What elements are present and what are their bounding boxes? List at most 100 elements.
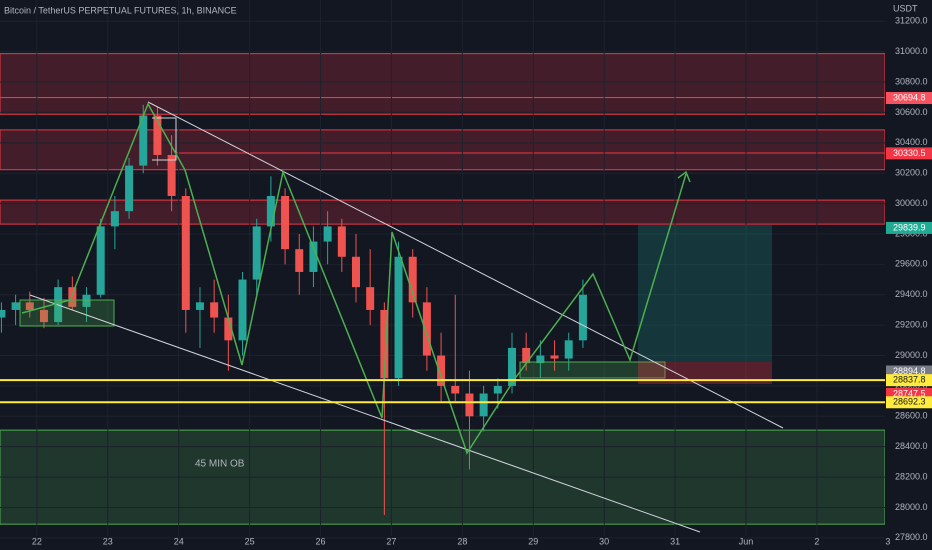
x-tick-label: 30 — [599, 536, 609, 546]
x-tick-label: 2 — [814, 536, 819, 546]
candle-body — [195, 302, 204, 310]
candle-body — [564, 340, 573, 359]
candle-body — [82, 294, 91, 307]
y-tick-label: 31200.0 — [895, 16, 928, 26]
y-tick-label: 31000.0 — [895, 46, 928, 56]
candle-body — [153, 115, 162, 155]
x-tick-label: 31 — [670, 536, 680, 546]
price-label-bg — [886, 147, 932, 160]
price-label: 29839.9 — [893, 222, 926, 232]
zigzag — [21, 102, 687, 455]
candle-body — [351, 256, 360, 288]
price-label: 28894.8 — [893, 366, 926, 376]
x-tick-label: 25 — [245, 536, 255, 546]
candle-body — [68, 287, 77, 307]
trendline — [147, 101, 784, 429]
candle-body — [479, 393, 488, 417]
candle-body — [181, 195, 190, 310]
annotation: 45 MIN OB — [195, 459, 245, 470]
chart-title: Bitcoin / TetherUS PERPETUAL FUTURES, 1h… — [4, 5, 237, 15]
candle-body — [394, 256, 403, 379]
x-tick-label: 27 — [386, 536, 396, 546]
y-tick-label: 28400.0 — [895, 441, 928, 451]
candle-body — [550, 355, 559, 359]
candle-body — [252, 226, 261, 280]
y-tick-label: 28200.0 — [895, 471, 928, 481]
arrow-head — [677, 170, 691, 183]
levels — [0, 379, 885, 404]
x-tick-label: 3 — [885, 536, 890, 546]
candle-body — [238, 279, 247, 341]
candle-body — [493, 385, 502, 394]
x-tick-label: 22 — [32, 536, 42, 546]
x-tick-label: 24 — [174, 536, 184, 546]
price-label: 30330.5 — [893, 148, 926, 158]
price-label: 30694.8 — [893, 92, 926, 102]
candle-body — [110, 211, 119, 227]
x-tick-label: 26 — [316, 536, 326, 546]
y-tick-label: 30400.0 — [895, 137, 928, 147]
candle-body — [451, 385, 460, 394]
y-tick-label: 29000.0 — [895, 350, 928, 360]
zone — [0, 53, 886, 99]
candle-body — [309, 241, 318, 272]
candle-body — [408, 256, 417, 303]
candle-body — [96, 226, 105, 295]
long-target — [638, 225, 772, 362]
candle-body — [295, 249, 304, 272]
long-stop — [638, 362, 772, 384]
x-tick-label: Jun — [739, 536, 754, 546]
axis-unit: USDT — [893, 3, 918, 13]
y-tick-label: 27800.0 — [895, 532, 928, 542]
y-tick-label: 30600.0 — [895, 107, 928, 117]
y-tick-label: 28600.0 — [895, 411, 928, 421]
candle-body — [11, 302, 20, 310]
small-zone — [19, 299, 115, 327]
candle-body — [522, 347, 531, 364]
small-zone — [519, 361, 666, 379]
price-label: 28837.8 — [893, 375, 926, 385]
candle-body — [39, 309, 48, 323]
price-label-bg — [886, 221, 932, 234]
y-tick-label: 28000.0 — [895, 502, 928, 512]
candle-body — [139, 115, 148, 166]
zone — [0, 129, 886, 171]
x-tick-label: 28 — [457, 536, 467, 546]
y-tick-label: 29400.0 — [895, 289, 928, 299]
price-label-bg — [886, 396, 932, 409]
candle-body — [0, 309, 6, 318]
price-axis — [885, 0, 932, 550]
y-tick-label: 29600.0 — [895, 259, 928, 269]
trendline — [29, 294, 701, 533]
price-label: 28747.5 — [893, 388, 926, 398]
candle-body — [422, 302, 431, 356]
price-label-bg — [886, 92, 932, 105]
x-tick-label: 23 — [103, 536, 113, 546]
candle-body — [578, 294, 587, 341]
price-label: 28692.3 — [893, 397, 926, 407]
candle-body — [465, 393, 474, 417]
grid — [0, 0, 889, 539]
candle-body — [125, 165, 134, 212]
price-label-bg — [886, 374, 932, 387]
candle-body — [536, 355, 545, 364]
drawings — [19, 101, 784, 533]
candle-body — [366, 287, 375, 310]
candle-body — [266, 195, 275, 227]
candle-body — [437, 355, 446, 386]
y-tick-label: 30000.0 — [895, 198, 928, 208]
candle-body — [281, 195, 290, 250]
y-tick-label: 30800.0 — [895, 76, 928, 86]
candle-body — [507, 347, 516, 386]
zone — [0, 97, 886, 115]
box-line — [152, 117, 177, 161]
candle-body — [224, 317, 233, 341]
candle-body — [210, 302, 219, 318]
candle-body — [337, 226, 346, 257]
candle-body — [323, 226, 332, 242]
zone — [0, 199, 886, 225]
axis-labels: 31200.0 31000.0 30800.0 30600.0 30400.0 30200… — [32, 16, 932, 546]
